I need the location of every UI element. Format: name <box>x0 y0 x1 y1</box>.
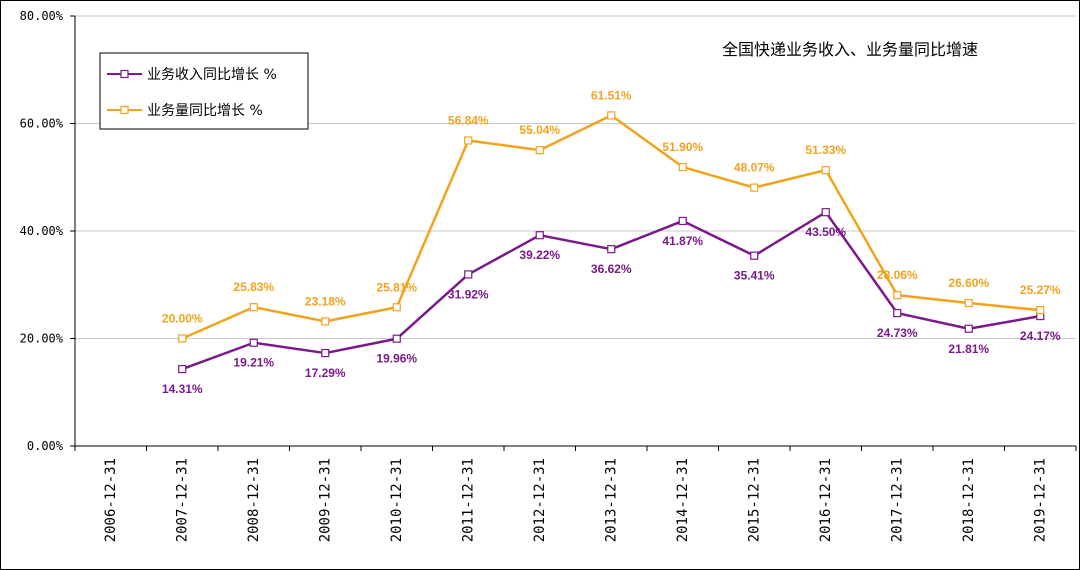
data-label-volume: 61.51% <box>591 88 632 102</box>
x-tick-label: 2016-12-31 <box>818 458 834 542</box>
x-tick-label: 2007-12-31 <box>174 458 190 542</box>
data-label-volume: 25.83% <box>233 280 274 294</box>
data-label-revenue: 17.29% <box>305 366 346 380</box>
point-volume <box>750 183 759 192</box>
point-revenue <box>464 270 473 279</box>
point-volume <box>964 298 973 308</box>
data-label-volume: 26.60% <box>948 276 989 290</box>
y-tick-label: 60.00% <box>20 117 64 131</box>
legend: 业务收入同比增长 % 业务量同比增长 % <box>99 52 309 130</box>
x-tick-label: 2010-12-31 <box>389 458 405 542</box>
y-tick-label: 20.00% <box>20 332 64 346</box>
x-tick-label: 2013-12-31 <box>603 458 619 542</box>
legend-box <box>99 52 309 130</box>
x-tick-label: 2008-12-31 <box>246 458 262 542</box>
point-revenue <box>607 245 616 254</box>
x-tick-label: 2017-12-31 <box>889 458 905 542</box>
data-label-volume: 56.84% <box>448 113 489 127</box>
data-label-revenue: 14.31% <box>162 382 203 396</box>
data-label-revenue: 19.96% <box>376 352 417 366</box>
data-label-revenue: 24.73% <box>877 326 918 340</box>
point-volume <box>893 291 902 300</box>
point-volume <box>821 166 830 175</box>
point-revenue <box>750 251 759 260</box>
point-volume <box>678 162 687 172</box>
point-revenue <box>893 308 902 318</box>
point-revenue <box>964 324 973 333</box>
data-label-volume: 55.04% <box>519 123 560 137</box>
x-tick-label: 2009-12-31 <box>317 458 333 542</box>
legend-label-volume: 业务量同比增长 % <box>147 103 263 119</box>
point-revenue <box>178 364 187 374</box>
legend-marker-revenue <box>120 69 129 79</box>
y-tick-label: 80.00% <box>20 9 64 23</box>
data-label-volume: 48.07% <box>734 161 775 175</box>
point-revenue <box>821 208 830 217</box>
data-label-volume: 28.06% <box>877 268 918 282</box>
data-labels: 14.31% 19.21% 17.29% 19.96% 31.92% 39.22% 36.6… <box>162 88 1061 396</box>
legend-label-revenue: 业务收入同比增长 % <box>147 67 277 83</box>
x-tick-label: 2006-12-31 <box>103 458 119 542</box>
data-label-volume: 51.90% <box>662 140 703 154</box>
series-layer <box>178 111 1045 374</box>
point-volume <box>392 303 401 312</box>
point-revenue <box>678 216 687 226</box>
x-tick-label: 2018-12-31 <box>961 458 977 542</box>
data-label-revenue: 21.81% <box>948 342 989 356</box>
point-volume <box>607 111 616 120</box>
chart-title: 全国快递业务收入、业务量同比增速 <box>722 40 978 59</box>
point-volume <box>249 303 258 312</box>
data-label-revenue: 35.41% <box>734 269 775 283</box>
data-label-revenue: 43.50% <box>805 225 846 239</box>
data-label-revenue: 41.87% <box>662 234 703 248</box>
legend-marker-volume <box>120 105 129 115</box>
y-tick-label: 0.00% <box>27 439 64 453</box>
point-revenue <box>392 334 401 343</box>
data-label-volume: 25.27% <box>1020 283 1061 297</box>
data-label-revenue: 39.22% <box>519 248 560 262</box>
data-label-volume: 51.33% <box>805 143 846 157</box>
point-volume <box>535 146 544 155</box>
data-label-volume: 25.81% <box>376 280 417 294</box>
x-tick-label: 2015-12-31 <box>746 458 762 542</box>
point-revenue <box>321 348 330 358</box>
x-tick-label: 2012-12-31 <box>532 458 548 542</box>
data-label-revenue: 31.92% <box>448 287 489 301</box>
point-volume <box>464 136 473 145</box>
point-volume <box>321 317 330 326</box>
point-revenue <box>249 338 258 347</box>
point-revenue <box>535 231 544 240</box>
x-tick-label: 2011-12-31 <box>460 458 476 542</box>
point-volume <box>1036 306 1045 315</box>
data-label-revenue: 36.62% <box>591 262 632 276</box>
y-tick-labels: 0.00% 20.00% 40.00% 60.00% 80.00% <box>20 9 75 453</box>
x-tick-labels: 2006-12-31 2007-12-31 2008-12-31 2009-12-31… <box>74 446 1077 542</box>
point-volume <box>178 334 187 343</box>
x-tick-label: 2019-12-31 <box>1032 458 1048 542</box>
data-label-revenue: 19.21% <box>233 356 274 370</box>
data-label-volume: 20.00% <box>162 312 203 326</box>
data-label-volume: 23.18% <box>305 294 346 308</box>
x-tick-label: 2014-12-31 <box>675 458 691 542</box>
y-tick-label: 40.00% <box>20 224 64 238</box>
data-label-revenue: 24.17% <box>1020 329 1061 343</box>
